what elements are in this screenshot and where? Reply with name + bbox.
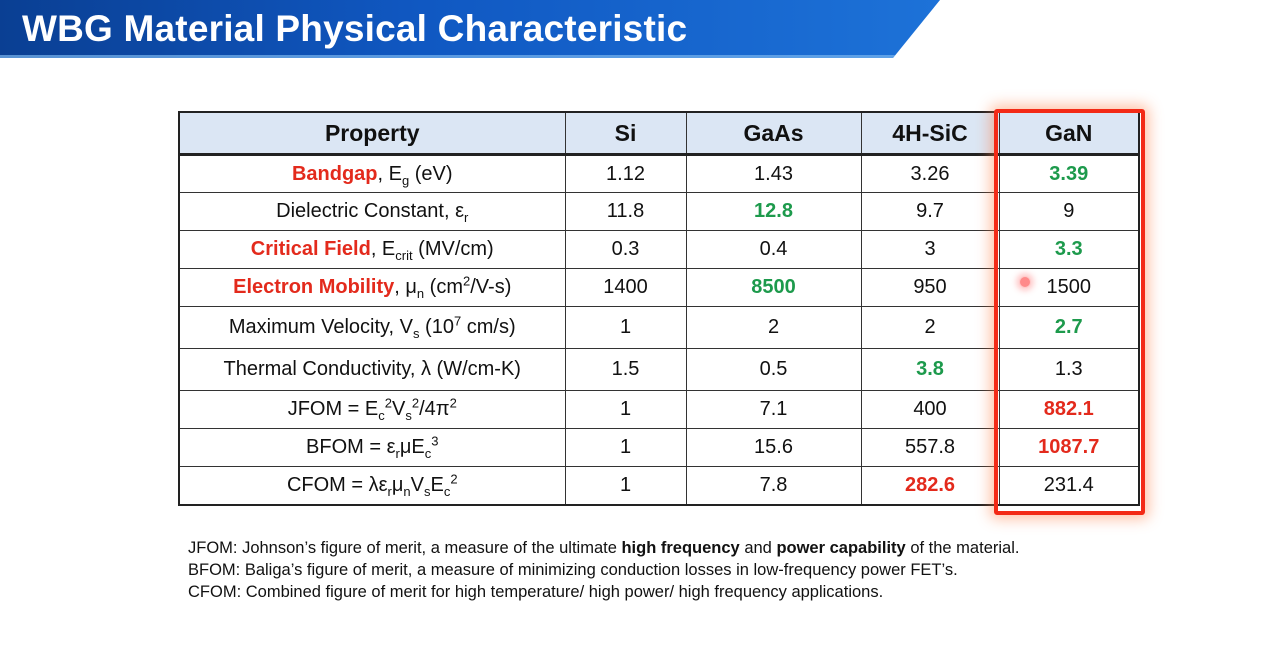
col-header-gan: GaN (998, 111, 1140, 156)
value-4h-sic: 3.8 (860, 348, 1000, 391)
table-row-critical-field: Critical Field, Ecrit (MV/cm) 0.3 0.4 3 … (178, 230, 1140, 269)
value-gan: 231.4 (998, 466, 1140, 505)
value-si: 0.3 (564, 230, 687, 269)
value-4h-sic: 282.6 (860, 466, 1000, 505)
property-cell: Maximum Velocity, Vs (107 cm/s) (178, 306, 566, 349)
value-gaas: 2 (685, 306, 862, 349)
table-row-jfom: JFOM = Ec2Vs2/4π2 1 7.1 400 882.1 (178, 390, 1140, 429)
col-header-si: Si (564, 111, 687, 156)
property-cell: Electron Mobility, μn (cm2/V-s) (178, 268, 566, 307)
title-banner (0, 0, 940, 58)
property-cell: BFOM = εrμEc3 (178, 428, 566, 467)
value-si: 1.12 (564, 154, 687, 193)
value-si: 11.8 (564, 192, 687, 231)
value-gaas: 0.5 (685, 348, 862, 391)
note-jfom: JFOM: Johnson’s figure of merit, a measu… (188, 539, 1020, 557)
table-row-bfom: BFOM = εrμEc3 1 15.6 557.8 1087.7 (178, 428, 1140, 467)
value-4h-sic: 9.7 (860, 192, 1000, 231)
property-cell: Thermal Conductivity, λ (W/cm-K) (178, 348, 566, 391)
value-gaas: 12.8 (685, 192, 862, 231)
value-gan: 9 (998, 192, 1140, 231)
value-si: 1400 (564, 268, 687, 307)
value-gan: 1.3 (998, 348, 1140, 391)
value-4h-sic: 3 (860, 230, 1000, 269)
note-cfom: CFOM: Combined figure of merit for high … (188, 583, 884, 601)
value-4h-sic: 557.8 (860, 428, 1000, 467)
value-gaas: 0.4 (685, 230, 862, 269)
value-gaas: 7.8 (685, 466, 862, 505)
table-row-max-velocity: Maximum Velocity, Vs (107 cm/s) 1 2 2 2.… (178, 306, 1140, 349)
value-4h-sic: 400 (860, 390, 1000, 429)
value-gan: 1087.7 (998, 428, 1140, 467)
value-si: 1.5 (564, 348, 687, 391)
value-gaas: 15.6 (685, 428, 862, 467)
value-si: 1 (564, 306, 687, 349)
value-si: 1 (564, 466, 687, 505)
table-row-dielectric: Dielectric Constant, εr 11.8 12.8 9.7 9 (178, 192, 1140, 231)
properties-table: Property Si GaAs 4H-SiC GaN Bandgap, Eg … (178, 111, 1140, 506)
value-gaas: 8500 (685, 268, 862, 307)
page-title: WBG Material Physical Characteristic (22, 8, 688, 49)
value-gaas: 1.43 (685, 154, 862, 193)
property-cell: Critical Field, Ecrit (MV/cm) (178, 230, 566, 269)
value-4h-sic: 3.26 (860, 154, 1000, 193)
value-4h-sic: 950 (860, 268, 1000, 307)
footnotes: JFOM: Johnson’s figure of merit, a measu… (188, 537, 1019, 603)
property-cell: CFOM = λεrμnVsEc2 (178, 466, 566, 505)
value-gan: 882.1 (998, 390, 1140, 429)
property-cell: JFOM = Ec2Vs2/4π2 (178, 390, 566, 429)
col-header-gaas: GaAs (685, 111, 862, 156)
property-cell: Dielectric Constant, εr (178, 192, 566, 231)
property-cell: Bandgap, Eg (eV) (178, 154, 566, 193)
table-row-electron-mobility: Electron Mobility, μn (cm2/V-s) 1400 850… (178, 268, 1140, 307)
value-gan: 2.7 (998, 306, 1140, 349)
value-gan: 3.39 (998, 154, 1140, 193)
table-header-row: Property Si GaAs 4H-SiC GaN (178, 111, 1140, 156)
col-header-property: Property (178, 111, 566, 156)
value-si: 1 (564, 428, 687, 467)
col-header-4h-sic: 4H-SiC (860, 111, 1000, 156)
value-gan: 1500 (998, 268, 1140, 307)
table-row-cfom: CFOM = λεrμnVsEc2 1 7.8 282.6 231.4 (178, 466, 1140, 505)
note-bfom: BFOM: Baliga’s figure of merit, a measur… (188, 561, 958, 579)
table-row-bandgap: Bandgap, Eg (eV) 1.12 1.43 3.26 3.39 (178, 154, 1140, 193)
value-4h-sic: 2 (860, 306, 1000, 349)
pointer-dot (1019, 276, 1031, 288)
value-si: 1 (564, 390, 687, 429)
value-gaas: 7.1 (685, 390, 862, 429)
value-gan: 3.3 (998, 230, 1140, 269)
table-row-thermal-conductivity: Thermal Conductivity, λ (W/cm-K) 1.5 0.5… (178, 348, 1140, 391)
